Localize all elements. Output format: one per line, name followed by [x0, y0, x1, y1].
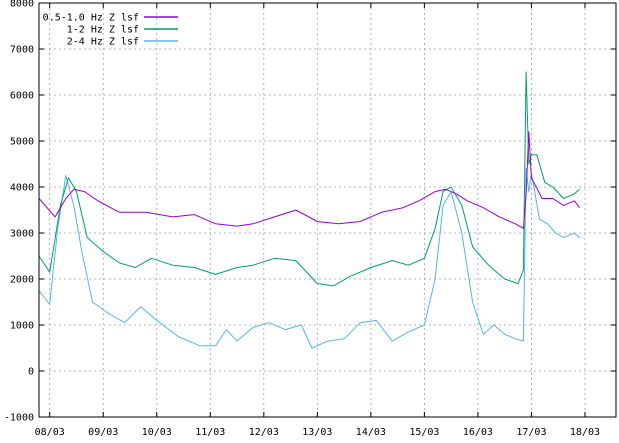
series-line-3 [38, 168, 580, 349]
x-tick-label: 14/03 [356, 427, 386, 438]
series-line-1 [38, 131, 580, 229]
x-tick-label: 13/03 [302, 427, 332, 438]
y-tick-label: 2000 [10, 275, 34, 286]
x-tick-label: 10/03 [142, 427, 172, 438]
series-layer [38, 71, 580, 349]
legend-label-2: 1-2 Hz Z lsf [67, 25, 139, 36]
y-tick-label: 8000 [10, 0, 34, 10]
y-tick-label: 6000 [10, 91, 34, 102]
x-tick-label: 15/03 [409, 427, 439, 438]
x-tick-label: 08/03 [35, 427, 65, 438]
x-tick-label: 11/03 [195, 427, 225, 438]
grid-layer [39, 2, 616, 418]
series-line-2 [38, 71, 580, 287]
y-tick-label: 4000 [10, 183, 34, 194]
x-tick-label: 17/03 [516, 427, 546, 438]
legend-label-1: 0.5-1.0 Hz Z lsf [43, 13, 139, 24]
x-tick-label: 16/03 [463, 427, 493, 438]
y-tick-label: 0 [28, 367, 34, 378]
y-tick-label: 5000 [10, 137, 34, 148]
x-tick-label: 12/03 [249, 427, 279, 438]
y-tick-label: 7000 [10, 45, 34, 56]
y-tick-label: 1000 [10, 321, 34, 332]
y-tick-label: -1000 [4, 413, 34, 424]
y-tick-label: 3000 [10, 229, 34, 240]
x-tick-label: 18/03 [570, 427, 600, 438]
x-tick-label: 09/03 [88, 427, 118, 438]
tick-layer: -1000 0 1000 2000 3000 4000 5000 6000 7000 8000 08… [4, 0, 616, 438]
legend-label-3: 2-4 Hz Z lsf [67, 37, 139, 48]
plot-frame [38, 2, 617, 418]
